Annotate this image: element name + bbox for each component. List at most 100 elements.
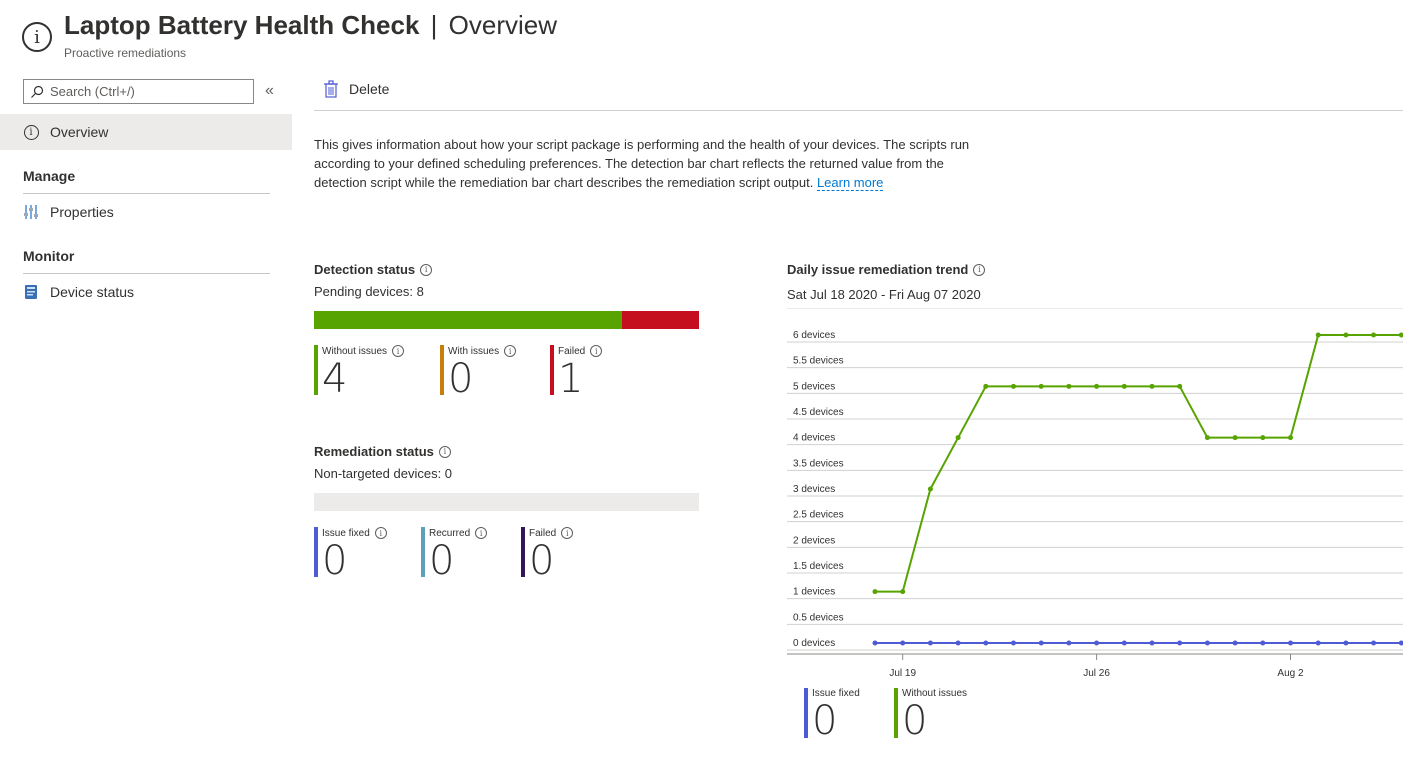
tile-label: Failed: [529, 527, 557, 539]
remediation-status-label: Remediation status: [314, 444, 434, 459]
data-point-without-issues: [1288, 435, 1293, 441]
tile-stripe: [550, 345, 554, 395]
pending-devices: Pending devices: 8: [314, 284, 424, 299]
data-point-without-issues: [955, 435, 961, 441]
divider: [23, 193, 270, 194]
info-icon[interactable]: i: [504, 345, 517, 357]
data-point-issue-fixed: [1260, 640, 1266, 646]
info-icon[interactable]: i: [392, 345, 405, 357]
y-tick-label: 3 devices: [793, 484, 835, 495]
title-separator: |: [430, 10, 438, 40]
trash-icon: [324, 80, 338, 98]
search-placeholder: Search (Ctrl+/): [50, 84, 135, 99]
info-icon: i: [22, 22, 52, 52]
sidebar-item-device-status[interactable]: Device status: [0, 274, 292, 310]
data-point-without-issues: [1371, 332, 1377, 338]
legend-label: Without issues: [902, 688, 968, 699]
data-point-issue-fixed: [900, 640, 906, 646]
sidebar-item-overview[interactable]: i Overview: [0, 114, 292, 150]
y-tick-label: 2 devices: [793, 535, 835, 546]
properties-icon: [22, 203, 40, 221]
tile-recurred[interactable]: Recurred i 0: [421, 527, 488, 581]
tile-label: With issues: [448, 345, 500, 357]
info-icon[interactable]: i: [561, 527, 574, 539]
data-point-without-issues: [1149, 383, 1155, 389]
info-icon[interactable]: i: [475, 527, 488, 539]
data-point-issue-fixed: [1066, 640, 1072, 646]
tile-remediation-failed[interactable]: Failed i 0: [521, 527, 574, 584]
bar-segment-without-issues[interactable]: [314, 311, 622, 329]
data-point-without-issues: [1011, 383, 1016, 389]
y-tick-label: 4.5 devices: [793, 407, 844, 418]
detection-bar: [314, 311, 699, 329]
sidebar-item-properties[interactable]: Properties: [0, 194, 292, 230]
y-tick-label: 3.5 devices: [793, 458, 844, 469]
data-point-issue-fixed: [1288, 640, 1293, 646]
info-icon[interactable]: i: [374, 527, 387, 539]
legend-without-issues[interactable]: Without issues 0: [894, 688, 968, 741]
trend-title: Daily issue remediation trend i: [787, 262, 986, 277]
trend-title-label: Daily issue remediation trend: [787, 262, 969, 277]
collapse-sidebar-button[interactable]: «: [265, 82, 274, 99]
sidebar-item-label: Device status: [50, 284, 135, 300]
data-point-issue-fixed: [1232, 640, 1238, 646]
data-point-issue-fixed: [1371, 640, 1377, 646]
tile-failed[interactable]: Failed i 1: [550, 345, 603, 402]
data-point-issue-fixed: [1038, 640, 1044, 646]
search-icon: [31, 85, 44, 98]
legend-issue-fixed[interactable]: Issue fixed 0: [804, 688, 860, 741]
data-point-without-issues: [983, 383, 989, 389]
data-point-issue-fixed: [1149, 640, 1155, 646]
y-tick-label: 5.5 devices: [793, 356, 844, 367]
data-point-without-issues: [1038, 383, 1044, 389]
series-line-without-issues: [875, 334, 1402, 593]
toolbar-divider: [314, 110, 1403, 111]
device-status-icon: [22, 283, 40, 301]
data-point-without-issues: [1204, 435, 1210, 441]
x-tick-label: Jul 19: [889, 668, 916, 679]
tile-value: 0: [529, 538, 555, 584]
tile-stripe: [314, 527, 318, 577]
data-point-issue-fixed: [927, 640, 933, 646]
data-point-without-issues: [1066, 383, 1072, 389]
y-tick-label: 5 devices: [793, 381, 835, 392]
x-tick-label: Aug 2: [1277, 668, 1304, 679]
y-tick-label: 4 devices: [793, 433, 835, 444]
tile-label: Without issues: [322, 345, 388, 357]
tile-value: 1: [558, 356, 584, 402]
data-point-issue-fixed: [1011, 640, 1016, 646]
data-point-issue-fixed: [872, 640, 878, 646]
y-tick-label: 0 devices: [793, 638, 835, 649]
sidebar-item-label: Properties: [50, 204, 114, 220]
data-point-without-issues: [1177, 383, 1183, 389]
tile-label: Issue fixed: [322, 527, 370, 539]
info-icon[interactable]: i: [590, 345, 603, 357]
tile-with-issues[interactable]: With issues i 0: [440, 345, 517, 399]
bar-segment-failed[interactable]: [622, 311, 699, 329]
info-icon[interactable]: i: [438, 445, 451, 458]
data-point-without-issues: [1315, 332, 1321, 338]
non-targeted-devices: Non-targeted devices: 0: [314, 466, 453, 481]
trend-chart: 0 devices 0.5 devices 1 devices 1.5 devices…: [787, 308, 1403, 679]
legend-stripe: [894, 688, 898, 738]
remediation-status-title: Remediation status i: [314, 444, 451, 459]
data-point-without-issues: [900, 589, 906, 595]
y-tick-label: 0.5 devices: [793, 612, 844, 623]
data-point-issue-fixed: [1094, 640, 1100, 646]
search-input[interactable]: Search (Ctrl+/): [23, 79, 254, 104]
page-subtitle: Proactive remediations: [64, 46, 187, 60]
data-point-without-issues: [1343, 332, 1349, 338]
tile-issue-fixed[interactable]: Issue fixed i 0: [314, 527, 387, 584]
info-icon[interactable]: i: [973, 263, 986, 276]
section-monitor: Monitor: [23, 248, 75, 264]
learn-more-link[interactable]: Learn more: [816, 175, 884, 191]
data-point-without-issues: [1094, 383, 1100, 389]
legend-stripe: [804, 688, 808, 738]
delete-button[interactable]: Delete: [323, 80, 389, 98]
y-tick-label: 6 devices: [793, 330, 835, 341]
tile-without-issues[interactable]: Without issues i 4: [314, 345, 405, 399]
data-point-without-issues: [1121, 383, 1127, 389]
data-point-issue-fixed: [983, 640, 989, 646]
tile-value: 0: [322, 538, 348, 584]
info-icon[interactable]: i: [420, 263, 433, 276]
